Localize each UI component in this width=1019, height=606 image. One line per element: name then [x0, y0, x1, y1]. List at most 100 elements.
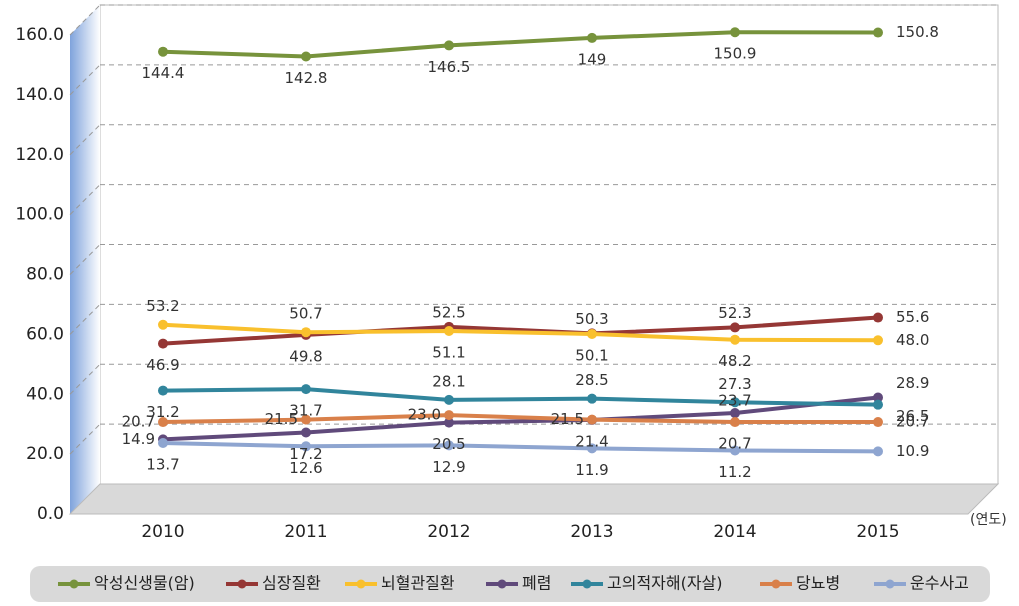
- data-point: [873, 399, 883, 410]
- data-label: 28.1: [432, 372, 465, 390]
- back-wall: [99, 4, 999, 485]
- data-label: 52.5: [432, 303, 465, 321]
- y-tick-label: 80.0: [26, 265, 64, 285]
- data-label: 144.4: [142, 64, 185, 82]
- data-label: 11.9: [575, 461, 608, 479]
- data-label: 26.5: [896, 407, 929, 425]
- x-axis-label: (연도): [970, 512, 1007, 528]
- data-label: 20.7: [122, 413, 155, 431]
- data-label: 146.5: [428, 58, 471, 76]
- legend-marker: [237, 579, 247, 589]
- data-label: 13.7: [146, 455, 179, 473]
- data-label: 14.9: [122, 430, 155, 448]
- data-point: [587, 32, 597, 43]
- data-label: 150.8: [896, 23, 939, 41]
- series-line: [162, 413, 878, 425]
- x-tick-label: 2013: [570, 522, 613, 542]
- legend-label: 심장질환: [262, 574, 321, 593]
- legend-label: 악성신생물(암): [94, 574, 195, 593]
- data-point: [158, 338, 168, 349]
- data-label: 50.1: [575, 347, 608, 365]
- data-point: [158, 319, 168, 330]
- y-tick-label: 20.0: [26, 444, 64, 464]
- data-point: [444, 40, 454, 51]
- series-line: [162, 387, 879, 407]
- data-label: 50.3: [575, 310, 608, 328]
- data-label: 48.0: [896, 331, 929, 349]
- data-label: 23.0: [408, 406, 441, 424]
- data-label: 12.6: [289, 459, 322, 477]
- y-tick-label: 40.0: [26, 384, 64, 404]
- data-point: [158, 417, 168, 428]
- data-point: [730, 417, 740, 428]
- data-point: [301, 327, 311, 338]
- data-label: 20.7: [896, 413, 929, 431]
- data-label: 55.6: [896, 308, 929, 326]
- y-tick-label: 140.0: [15, 85, 64, 105]
- data-point: [301, 384, 311, 395]
- grid-line: [69, 244, 101, 275]
- grid-line: [69, 423, 101, 455]
- data-point: [730, 445, 740, 456]
- y-tick-label: 0.0: [37, 504, 64, 524]
- data-point: [730, 334, 740, 345]
- data-label: 31.7: [289, 402, 322, 420]
- data-point: [730, 408, 740, 419]
- data-point: [158, 385, 168, 396]
- legend-marker: [582, 579, 592, 589]
- x-tick-label: 2014: [713, 522, 756, 542]
- data-label: 52.3: [718, 304, 751, 322]
- data-point: [158, 46, 168, 57]
- data-label: 31.2: [146, 403, 179, 421]
- data-label: 53.2: [146, 297, 179, 315]
- data-point: [873, 335, 883, 346]
- grid-line: [69, 124, 101, 156]
- data-point: [873, 27, 883, 38]
- data-point: [301, 414, 311, 425]
- data-label: 17.2: [289, 445, 322, 463]
- data-label: 150.9: [714, 45, 757, 63]
- data-point: [301, 427, 311, 438]
- data-point: [587, 414, 597, 425]
- series-line: [162, 395, 879, 442]
- series-line: [162, 315, 879, 346]
- data-label: 20.5: [432, 435, 465, 453]
- data-label: 28.5: [575, 371, 608, 389]
- grid-line: [69, 363, 101, 395]
- x-tick-label: 2011: [284, 522, 327, 542]
- data-label: 49.8: [289, 347, 322, 365]
- data-label: 21.5: [551, 410, 584, 428]
- data-point: [444, 326, 454, 337]
- legend-label: 운수사고: [910, 574, 969, 593]
- series-line: [162, 30, 879, 59]
- data-point: [301, 441, 311, 452]
- legend-label: 당뇨병: [796, 574, 840, 593]
- data-label: 12.9: [432, 458, 465, 476]
- grid-line: [69, 64, 101, 96]
- data-point: [873, 417, 883, 428]
- data-point: [444, 417, 454, 428]
- legend-label: 폐렴: [522, 574, 551, 593]
- data-label: 51.1: [432, 344, 465, 362]
- y-tick-label: 100.0: [15, 205, 64, 225]
- data-label: 21.5: [265, 410, 298, 428]
- series-line: [162, 322, 879, 343]
- legend-marker: [69, 579, 79, 589]
- data-label: 28.9: [896, 374, 929, 392]
- data-label: 10.9: [896, 442, 929, 460]
- y-tick-label: 120.0: [15, 145, 64, 165]
- data-label: 48.2: [718, 352, 751, 370]
- x-tick-label: 2015: [856, 522, 899, 542]
- data-label: 21.4: [575, 432, 608, 450]
- legend-label: 뇌혈관질환: [381, 574, 455, 593]
- data-point: [873, 312, 883, 323]
- data-label: 149: [578, 50, 607, 68]
- data-label: 46.9: [146, 356, 179, 374]
- data-label: 50.7: [289, 305, 322, 323]
- data-point: [587, 393, 597, 404]
- y-tick-label: 160.0: [15, 25, 64, 45]
- data-point: [730, 27, 740, 38]
- data-point: [301, 51, 311, 62]
- legend-marker: [356, 579, 366, 589]
